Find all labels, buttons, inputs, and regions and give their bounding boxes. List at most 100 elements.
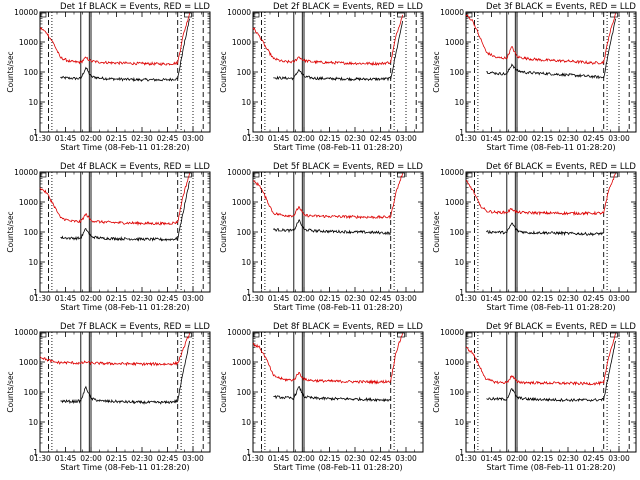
- y-tick-label: 10: [454, 258, 464, 267]
- x-tick-label: 02:45: [583, 454, 605, 463]
- y-tick-label: 10000: [14, 8, 38, 17]
- series-lld-line: [465, 173, 616, 217]
- x-tick-label: 03:00: [395, 454, 417, 463]
- x-tick-label: 03:00: [395, 134, 417, 143]
- series-lld-line: [252, 333, 403, 385]
- x-tick-label: 02:45: [157, 134, 179, 143]
- x-axis-label: Start Time (08-Feb-11 01:28:20): [60, 463, 189, 472]
- series-lld-line: [39, 173, 190, 226]
- y-axis-label: Counts/sec: [6, 51, 15, 92]
- panel-title: Det 2f BLACK = Events, RED = LLD: [273, 2, 423, 12]
- x-tick-label: 03:00: [608, 294, 630, 303]
- x-tick-label: 02:45: [370, 134, 392, 143]
- x-tick-label: 02:45: [370, 454, 392, 463]
- y-tick-label: 10: [241, 98, 251, 107]
- x-tick-label: 02:15: [532, 454, 554, 463]
- corner-marker-left: [40, 172, 47, 178]
- x-tick-label: 02:00: [80, 134, 102, 143]
- x-tick-label: 03:00: [608, 134, 630, 143]
- x-tick-label: 02:00: [293, 294, 315, 303]
- panel-det-4: Det 4f BLACK = Events, RED = LLD 1 10 100 10…: [6, 162, 211, 312]
- x-tick-label: 01:45: [481, 454, 503, 463]
- x-tick-label: 02:00: [293, 454, 315, 463]
- y-tick-label: 100: [237, 68, 252, 77]
- x-axis-label: Start Time (08-Feb-11 01:28:20): [486, 303, 615, 312]
- series-lld-line: [465, 13, 616, 65]
- y-tick-label: 1: [459, 288, 464, 297]
- plot-frame: [252, 11, 424, 133]
- panel-det-9: Det 9f BLACK = Events, RED = LLD 1 10 100 10…: [432, 322, 637, 472]
- x-tick-label: 02:15: [532, 134, 554, 143]
- panel-det-2: Det 2f BLACK = Events, RED = LLD 1 10 100 10…: [219, 2, 424, 152]
- x-axis-label: Start Time (08-Feb-11 01:28:20): [273, 143, 402, 152]
- x-tick-label: 02:45: [583, 294, 605, 303]
- y-tick-label: 1000: [19, 198, 38, 207]
- y-tick-label: 1: [459, 448, 464, 457]
- plot-frame: [39, 331, 211, 453]
- x-tick-label: 02:00: [506, 294, 528, 303]
- series-lld-line: [39, 13, 190, 66]
- y-tick-label: 1: [246, 288, 251, 297]
- y-tick-label: 100: [237, 388, 252, 397]
- panel-title: Det 1f BLACK = Events, RED = LLD: [60, 2, 210, 12]
- x-tick-label: 02:15: [106, 134, 128, 143]
- x-tick-label: 03:00: [182, 454, 204, 463]
- y-tick-label: 1000: [232, 38, 251, 47]
- x-tick-label: 02:30: [344, 454, 366, 463]
- x-tick-label: 02:45: [157, 454, 179, 463]
- corner-marker-left: [40, 12, 47, 18]
- corner-marker-right: [610, 332, 618, 338]
- series-events-line: [60, 18, 190, 82]
- panel-det-6: Det 6f BLACK = Events, RED = LLD 1 10 100 10…: [432, 162, 637, 312]
- y-tick-label: 10000: [227, 168, 251, 177]
- y-tick-label: 1: [33, 448, 38, 457]
- x-tick-label: 02:30: [557, 294, 579, 303]
- panel-det-8: Det 8f BLACK = Events, RED = LLD 1 10 100 10…: [219, 322, 424, 472]
- y-tick-label: 100: [237, 228, 252, 237]
- y-tick-label: 10: [28, 418, 38, 427]
- panel-title: Det 3f BLACK = Events, RED = LLD: [486, 2, 636, 12]
- x-tick-label: 02:15: [532, 294, 554, 303]
- series-events-line: [60, 180, 190, 242]
- x-tick-label: 02:00: [506, 454, 528, 463]
- x-tick-label: 02:30: [557, 134, 579, 143]
- y-axis-label: Counts/sec: [219, 51, 228, 92]
- panel-title: Det 9f BLACK = Events, RED = LLD: [486, 322, 636, 332]
- corner-marker-right: [397, 12, 405, 18]
- series-lld-line: [252, 173, 403, 220]
- y-axis-label: Counts/sec: [432, 211, 441, 252]
- y-tick-label: 1: [459, 128, 464, 137]
- x-tick-label: 01:30: [29, 454, 51, 463]
- y-tick-label: 10000: [14, 328, 38, 337]
- series-lld-line: [39, 333, 190, 367]
- y-tick-label: 10: [454, 98, 464, 107]
- series-events-line: [486, 222, 604, 237]
- series-lld-line: [252, 14, 403, 66]
- y-tick-label: 100: [24, 68, 39, 77]
- y-tick-label: 1000: [445, 38, 464, 47]
- panel-title: Det 4f BLACK = Events, RED = LLD: [60, 162, 210, 172]
- y-tick-label: 10: [454, 418, 464, 427]
- x-tick-label: 01:45: [55, 294, 77, 303]
- x-axis-label: Start Time (08-Feb-11 01:28:20): [273, 303, 402, 312]
- panel-title: Det 5f BLACK = Events, RED = LLD: [273, 162, 423, 172]
- x-tick-label: 01:30: [29, 294, 51, 303]
- x-tick-label: 01:45: [481, 134, 503, 143]
- y-tick-label: 1000: [445, 198, 464, 207]
- x-tick-label: 02:15: [319, 454, 341, 463]
- y-tick-label: 1000: [445, 358, 464, 367]
- y-tick-label: 10000: [440, 168, 464, 177]
- x-tick-label: 02:15: [106, 454, 128, 463]
- x-tick-label: 02:45: [583, 134, 605, 143]
- series-events-line: [273, 386, 391, 403]
- x-tick-label: 01:45: [481, 294, 503, 303]
- x-tick-label: 02:30: [131, 134, 153, 143]
- corner-marker-right: [184, 12, 192, 18]
- x-tick-label: 01:30: [242, 134, 264, 143]
- x-tick-label: 02:30: [557, 454, 579, 463]
- y-axis-label: Counts/sec: [219, 211, 228, 252]
- panel-title: Det 8f BLACK = Events, RED = LLD: [273, 322, 423, 332]
- corner-marker-right: [184, 332, 192, 338]
- x-tick-label: 02:45: [370, 294, 392, 303]
- y-tick-label: 1: [246, 128, 251, 137]
